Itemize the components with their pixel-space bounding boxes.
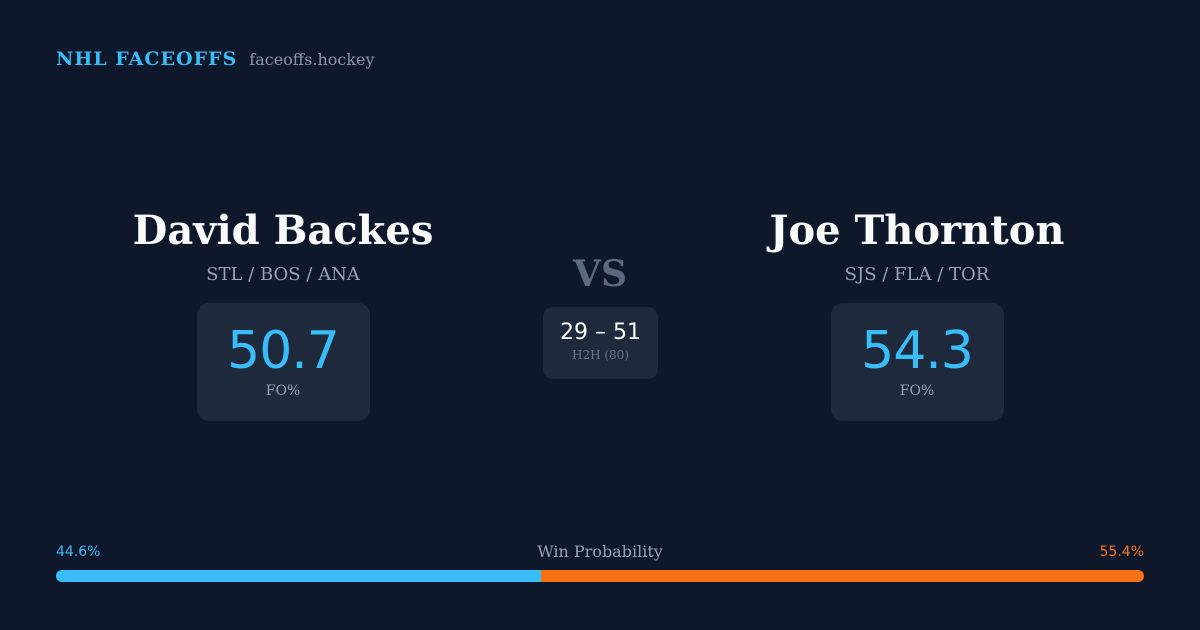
player-left: David Backes STL / BOS / ANA 50.7 FO% <box>53 205 513 421</box>
player-right-name: Joe Thornton <box>769 207 1065 254</box>
player-left-stat-card: 50.7 FO% <box>196 303 370 421</box>
versus-label: VS <box>573 253 627 295</box>
player-right-fo-value: 54.3 <box>861 321 974 381</box>
player-right-teams: SJS / FLA / TOR <box>844 264 990 285</box>
win-probability-labels: 44.6% Win Probability 55.4% <box>56 542 1144 564</box>
win-probability-left-label: 44.6% <box>56 544 101 560</box>
win-probability-left-fill <box>56 570 542 582</box>
win-probability-right-label: 55.4% <box>1099 544 1144 560</box>
win-probability-bar <box>56 570 1144 582</box>
win-probability-right-fill <box>541 570 1144 582</box>
player-right-stat-card: 54.3 FO% <box>830 303 1004 421</box>
player-left-teams: STL / BOS / ANA <box>206 264 360 285</box>
player-left-fo-value: 50.7 <box>227 321 340 381</box>
player-left-name: David Backes <box>132 207 434 254</box>
player-right-fo-label: FO% <box>899 383 935 399</box>
brand-title: NHL FACEOFFS <box>56 48 238 70</box>
h2h-label: H2H (80) <box>571 348 629 362</box>
win-probability-title: Win Probability <box>537 542 663 561</box>
player-left-fo-label: FO% <box>265 383 301 399</box>
player-right: Joe Thornton SJS / FLA / TOR 54.3 FO% <box>687 205 1147 421</box>
h2h-card: 29 – 51 H2H (80) <box>543 307 658 379</box>
brand: NHL FACEOFFS faceoffs.hockey <box>56 48 375 70</box>
brand-site: faceoffs.hockey <box>249 50 375 69</box>
h2h-score: 29 – 51 <box>560 320 641 345</box>
